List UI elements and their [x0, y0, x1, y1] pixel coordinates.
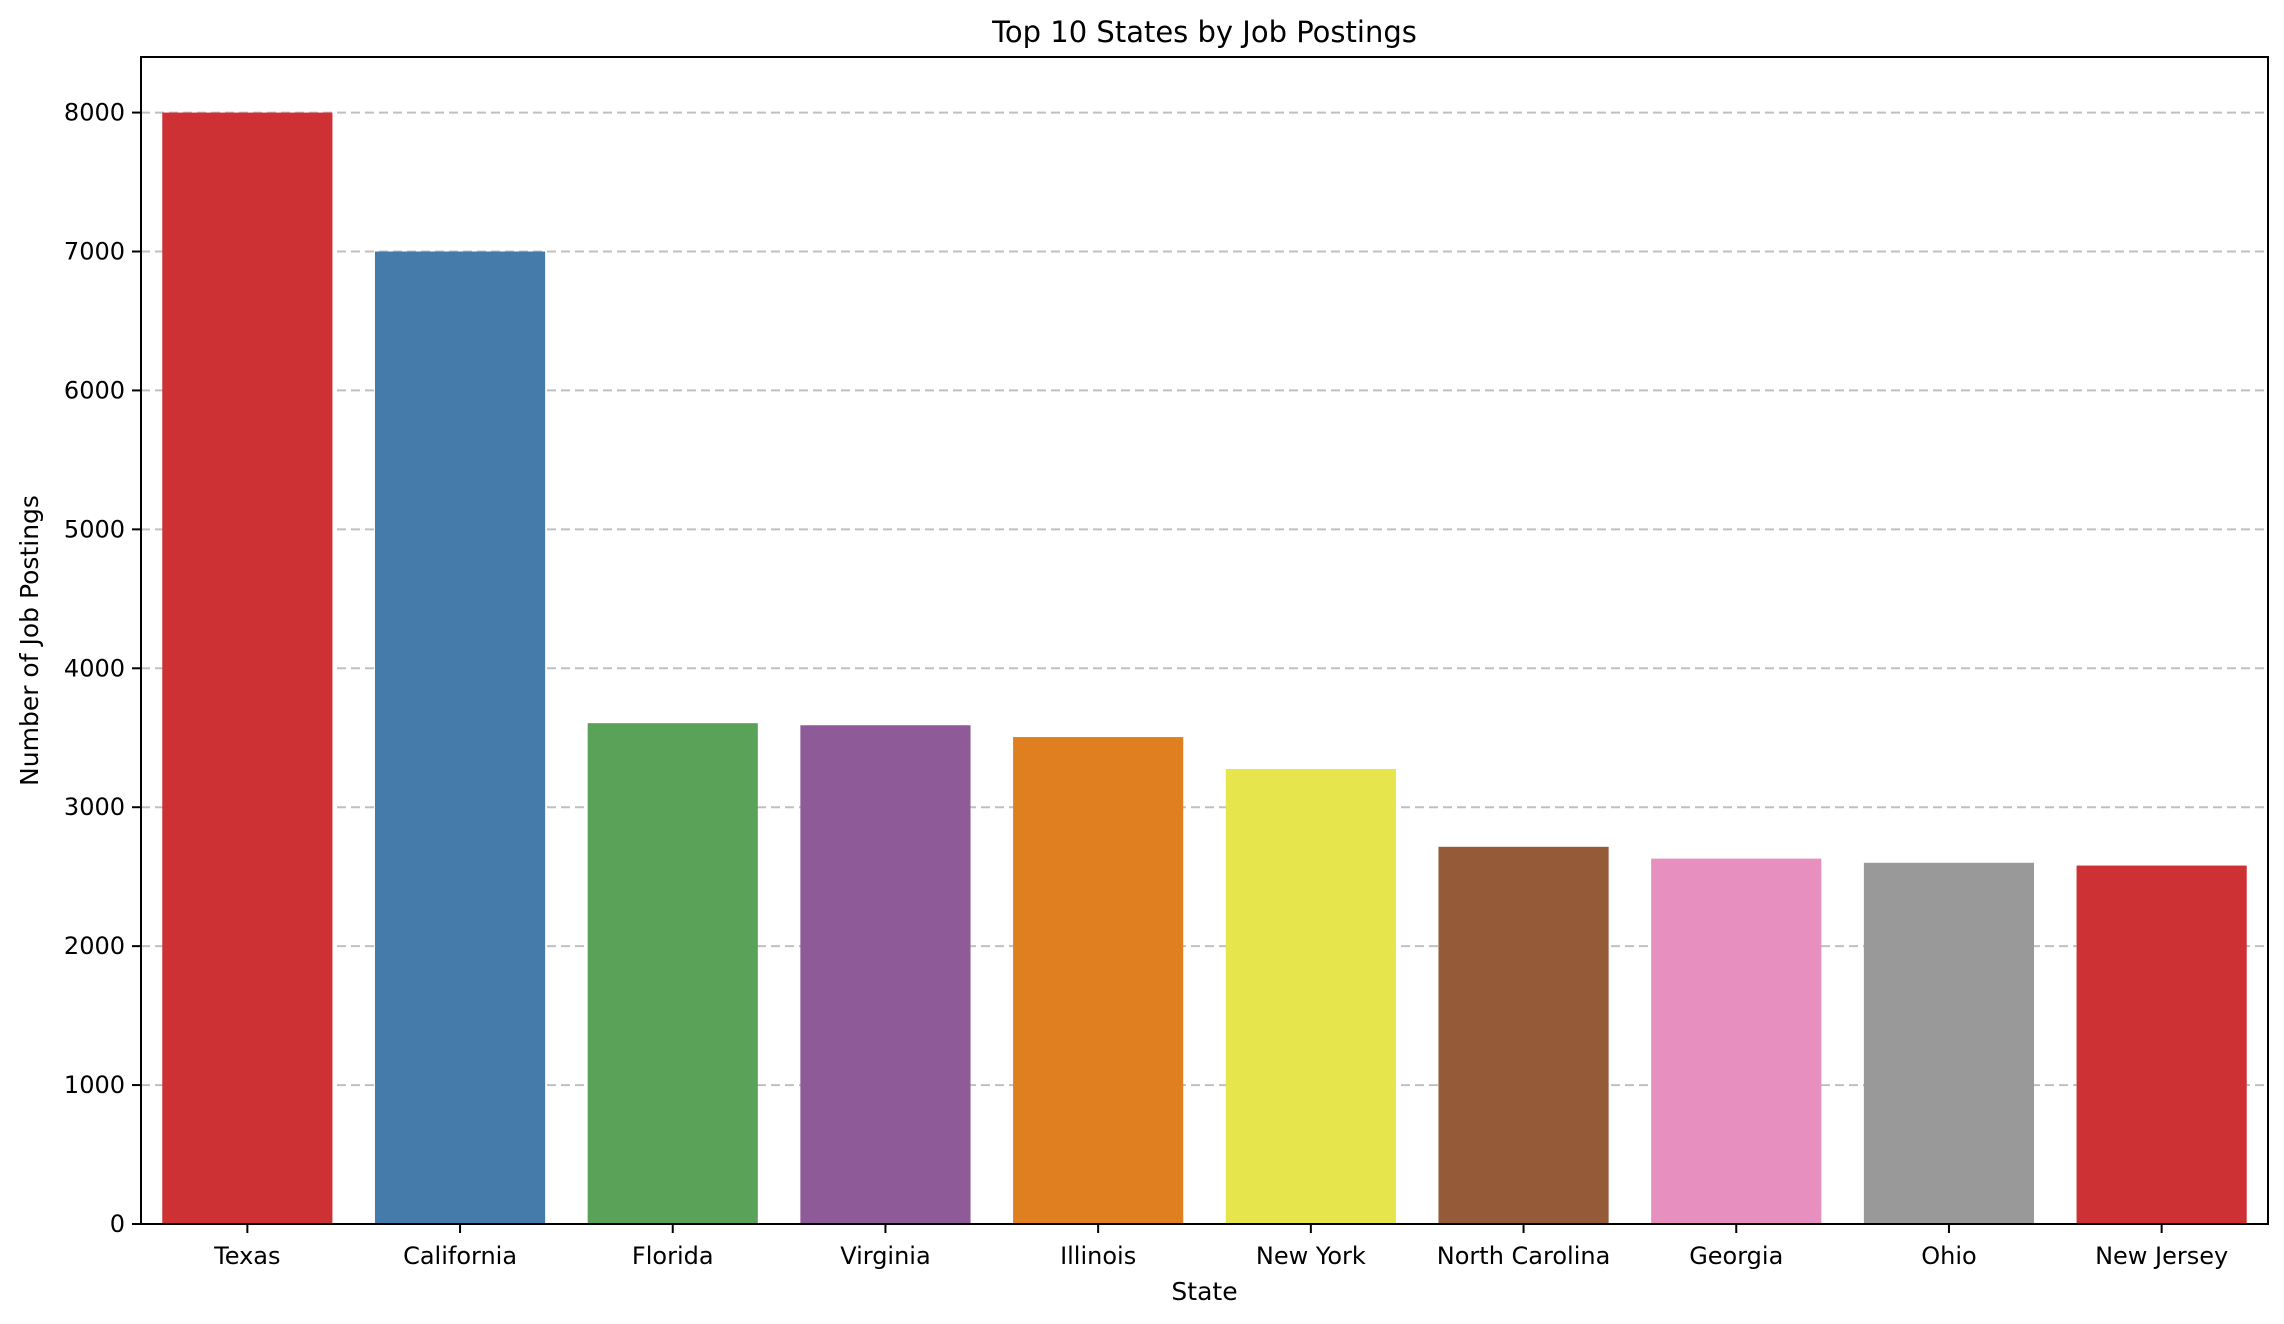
- bar-georgia: [1651, 858, 1822, 1224]
- y-tick-label: 0: [110, 1210, 125, 1238]
- x-tick-label: New York: [1256, 1242, 1366, 1270]
- x-tick-label: California: [403, 1242, 517, 1270]
- y-tick-label: 8000: [64, 99, 125, 127]
- x-tick-label: Texas: [213, 1242, 280, 1270]
- x-axis-ticks: Texas California Florida Virginia Illinois Ne…: [213, 1224, 2228, 1270]
- y-tick-label: 1000: [64, 1071, 125, 1099]
- bar-north-carolina: [1438, 846, 1609, 1224]
- bar-florida: [587, 723, 758, 1224]
- y-tick-label: 3000: [64, 793, 125, 821]
- y-tick-label: 6000: [64, 376, 125, 404]
- x-tick-label: Georgia: [1689, 1242, 1783, 1270]
- x-tick-label: New Jersey: [2095, 1242, 2228, 1270]
- x-tick-label: Virginia: [840, 1242, 931, 1270]
- bar-virginia: [800, 725, 971, 1224]
- bar-california: [374, 251, 546, 1224]
- bar-texas: [162, 112, 333, 1225]
- y-tick-label: 2000: [64, 932, 125, 960]
- y-tick-label: 5000: [64, 515, 125, 543]
- plot-frame: [140, 56, 2269, 1225]
- chart-title: Top 10 States by Job Postings: [991, 15, 1417, 49]
- x-tick-label: Florida: [632, 1242, 714, 1270]
- x-tick-label: North Carolina: [1437, 1242, 1611, 1270]
- y-tick-label: 4000: [64, 654, 125, 682]
- bar-illinois: [1013, 737, 1184, 1224]
- bar-new-york: [1225, 769, 1396, 1224]
- x-tick-label: Ohio: [1921, 1242, 1976, 1270]
- bars: [162, 112, 2247, 1225]
- bar-new-jersey: [2076, 865, 2247, 1224]
- y-axis-ticks: 0 1000 2000 3000 4000 5000 6000 7000 8000: [64, 99, 141, 1238]
- y-axis-label: Number of Job Postings: [15, 495, 44, 786]
- y-tick-label: 7000: [64, 238, 125, 266]
- bar-ohio: [1863, 862, 2035, 1224]
- x-tick-label: Illinois: [1060, 1242, 1136, 1270]
- x-axis-label: State: [1171, 1277, 1237, 1306]
